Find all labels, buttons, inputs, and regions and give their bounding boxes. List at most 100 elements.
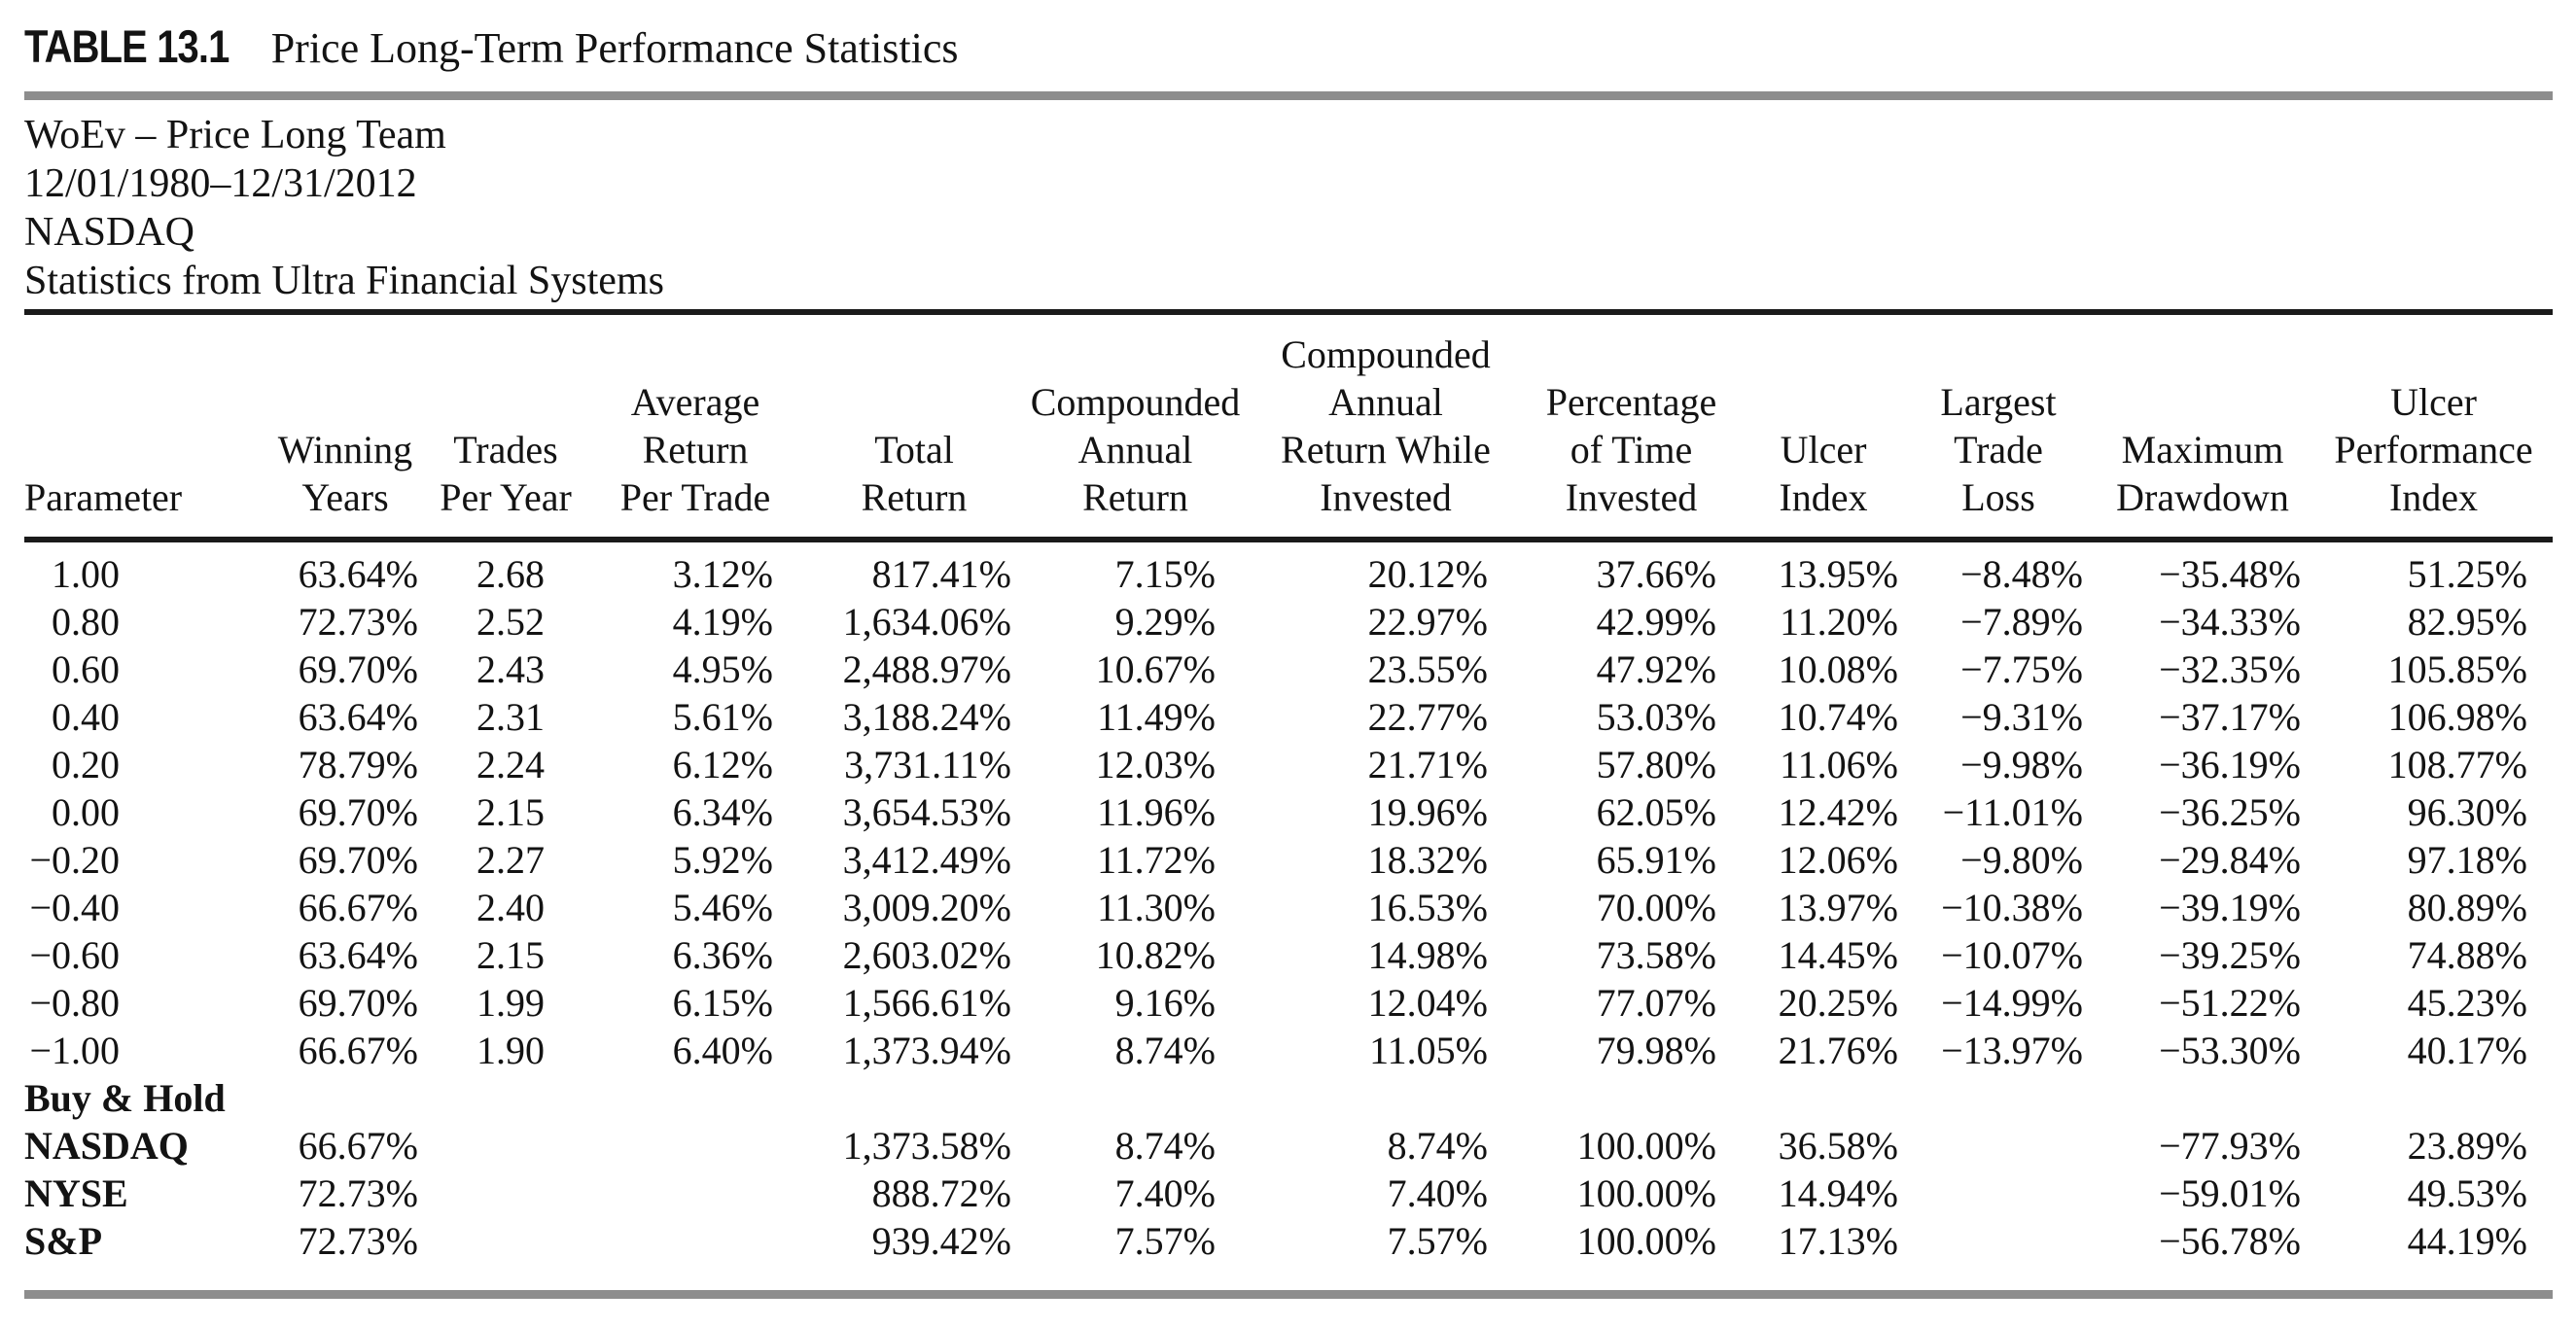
cell: 63.64% — [298, 695, 418, 739]
table-number-label: TABLE 13.1 — [24, 20, 229, 72]
cell: 888.72% — [871, 1171, 1011, 1215]
column-header-compounded-annual-return: Compounded Annual Return — [1021, 315, 1250, 542]
table-body: 1.00 63.64% 2.68 3.12% 817.41% 7.15% 20.12% 37.… — [24, 540, 2553, 1265]
table-row: −0.60 63.64% 2.15 6.36% 2,603.02% 10.82% 14.98… — [24, 931, 2553, 979]
cell: 11.06% — [1780, 743, 1898, 786]
cell: 72.73% — [298, 600, 418, 644]
cell: 108.77% — [2387, 743, 2527, 786]
cell: −10.38% — [1941, 886, 2083, 929]
cell: 939.42% — [871, 1219, 1011, 1263]
cell: 47.92% — [1596, 647, 1716, 691]
cell: 3,412.49% — [842, 838, 1011, 882]
meta-date-range: 12/01/1980–12/31/2012 — [24, 161, 417, 206]
row-label: 0.80 — [52, 600, 120, 644]
cell: 69.70% — [298, 790, 418, 834]
column-header-trades-per-year: Trades Per Year — [428, 315, 583, 542]
table-row: 0.00 69.70% 2.15 6.34% 3,654.53% 11.96% 19.96%… — [24, 788, 2553, 836]
cell: 3.12% — [672, 552, 773, 596]
cell: 45.23% — [2407, 981, 2527, 1025]
column-header-total-return: Total Return — [807, 315, 1021, 542]
cell: 4.19% — [672, 600, 773, 644]
cell: 7.40% — [1387, 1171, 1488, 1215]
cell: −37.17% — [2159, 695, 2301, 739]
row-label: −0.80 — [29, 981, 120, 1025]
cell: −7.89% — [1960, 600, 2083, 644]
cell: −8.48% — [1960, 552, 2083, 596]
cell: 73.58% — [1596, 933, 1716, 977]
column-header-maximum-drawdown: Maximum Drawdown — [2091, 315, 2314, 542]
cell: 6.12% — [672, 743, 773, 786]
cell: 3,009.20% — [842, 886, 1011, 929]
column-header-average-return-per-trade: Average Return Per Trade — [583, 315, 807, 542]
cell: 16.53% — [1367, 886, 1488, 929]
cell: 22.97% — [1367, 600, 1488, 644]
row-label: 0.60 — [52, 647, 120, 691]
cell: 12.42% — [1778, 790, 1898, 834]
cell: 2.43 — [476, 647, 545, 691]
cell: −11.01% — [1942, 790, 2083, 834]
cell: −14.99% — [1941, 981, 2083, 1025]
cell — [428, 1122, 583, 1170]
cell: 1.99 — [476, 981, 545, 1025]
cell: 7.15% — [1114, 552, 1216, 596]
cell — [428, 1217, 583, 1265]
cell: 66.67% — [298, 1029, 418, 1072]
cell: 74.88% — [2407, 933, 2527, 977]
cell: 80.89% — [2407, 886, 2527, 929]
cell: 5.61% — [672, 695, 773, 739]
column-header-largest-trade-loss: Largest Trade Loss — [1906, 315, 2091, 542]
cell — [583, 1122, 807, 1170]
bottom-divider-rule — [24, 1290, 2553, 1299]
cell — [1906, 1217, 2091, 1265]
meta-system-name: WoEv – Price Long Team — [24, 113, 446, 157]
cell: 49.53% — [2407, 1171, 2527, 1215]
cell: 6.40% — [672, 1029, 773, 1072]
cell: −53.30% — [2159, 1029, 2301, 1072]
cell: −9.80% — [1960, 838, 2083, 882]
cell: 14.94% — [1778, 1171, 1898, 1215]
row-label: Buy & Hold — [24, 1076, 226, 1120]
cell: 69.70% — [298, 981, 418, 1025]
table-caption: TABLE 13.1 Price Long-Term Performance S… — [24, 19, 2553, 80]
cell: 40.17% — [2407, 1029, 2527, 1072]
table-row: 0.60 69.70% 2.43 4.95% 2,488.97% 10.67% 23.55%… — [24, 646, 2553, 693]
cell: 817.41% — [871, 552, 1011, 596]
cell: 6.15% — [672, 981, 773, 1025]
cell: −36.25% — [2159, 790, 2301, 834]
row-label: −0.40 — [29, 886, 120, 929]
cell: 72.73% — [298, 1171, 418, 1215]
cell: 11.05% — [1369, 1029, 1488, 1072]
cell: 8.74% — [1387, 1124, 1488, 1168]
cell: 96.30% — [2407, 790, 2527, 834]
cell: 9.29% — [1114, 600, 1216, 644]
cell: −34.33% — [2159, 600, 2301, 644]
cell: 7.57% — [1387, 1219, 1488, 1263]
cell: 21.71% — [1367, 743, 1488, 786]
cell: 10.74% — [1778, 695, 1898, 739]
cell: 70.00% — [1596, 886, 1716, 929]
meta-source: Statistics from Ultra Financial Systems — [24, 259, 664, 303]
cell: 17.13% — [1778, 1219, 1898, 1263]
header-top-rule — [24, 309, 2553, 315]
cell: 2.27 — [476, 838, 545, 882]
cell: 5.92% — [672, 838, 773, 882]
column-header-percentage-time-invested: Percentage of Time Invested — [1522, 315, 1741, 542]
row-label: S&P — [24, 1219, 102, 1263]
table-row: 1.00 63.64% 2.68 3.12% 817.41% 7.15% 20.12% 37.… — [24, 540, 2553, 598]
cell: 53.03% — [1596, 695, 1716, 739]
cell: 66.67% — [298, 886, 418, 929]
cell: 51.25% — [2407, 552, 2527, 596]
cell: 62.05% — [1596, 790, 1716, 834]
cell: 11.30% — [1097, 886, 1216, 929]
cell: 12.03% — [1095, 743, 1216, 786]
row-label: NYSE — [24, 1171, 128, 1215]
cell: 44.19% — [2407, 1219, 2527, 1263]
header-row: Parameter Winning Years Trades Per Year … — [24, 315, 2553, 542]
cell — [428, 1170, 583, 1217]
cell: 1,634.06% — [842, 600, 1011, 644]
table-row: S&P 72.73% 939.42% 7.57% 7.57% 100.00% 17.13% −… — [24, 1217, 2553, 1265]
cell: 14.45% — [1778, 933, 1898, 977]
cell: 11.96% — [1097, 790, 1216, 834]
cell: −59.01% — [2159, 1171, 2301, 1215]
cell: 20.25% — [1778, 981, 1898, 1025]
